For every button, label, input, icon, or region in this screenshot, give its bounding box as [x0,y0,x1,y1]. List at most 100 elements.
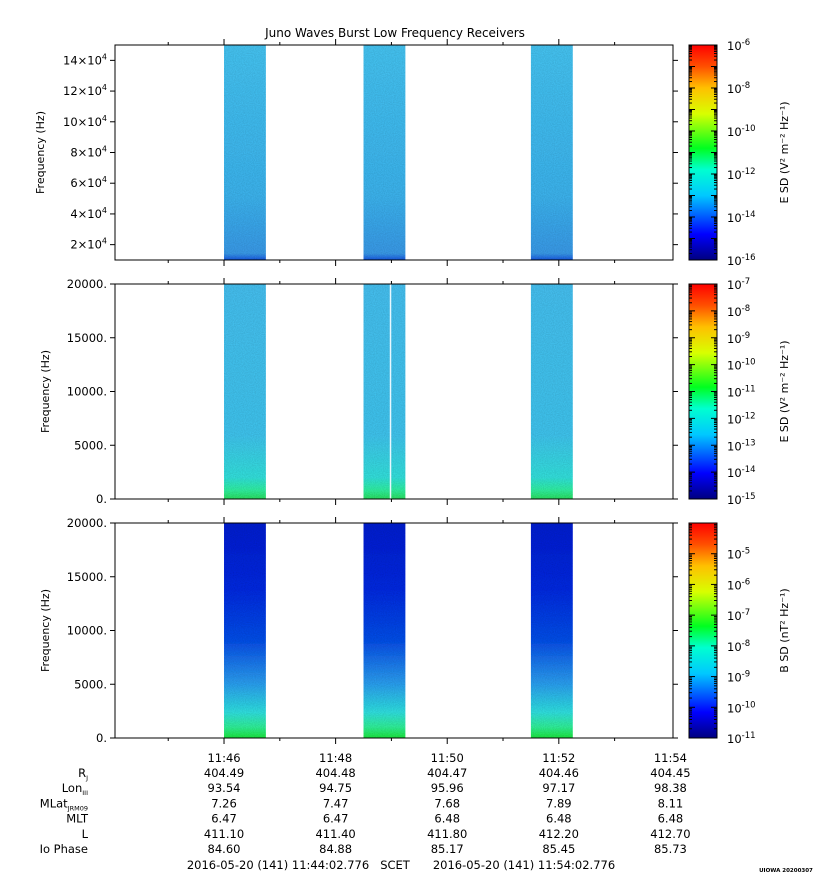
spectrogram-block [224,284,266,499]
spectrogram-block [530,45,573,260]
colorbar-tick-label: 10-10 [727,700,756,715]
colorbar-tick-label: 10-6 [727,577,750,592]
x-tick-label: 11:52 [542,751,575,765]
ephemeris-label: L [82,827,89,841]
footer-stamp: UIOWA 20200307 [759,868,813,874]
ephemeris-value: 404.46 [539,766,579,780]
ephemeris-value: 6.47 [211,812,237,826]
x-tick-label: 11:50 [431,751,464,765]
ephemeris-value: 6.48 [546,812,572,826]
y-tick-label: 0. [96,731,107,745]
footer-end-time: 2016-05-20 (141) 11:54:02.776 [433,858,615,872]
colorbar-tick-label: 10-14 [727,210,756,225]
ephemeris-value: 85.45 [542,842,575,856]
x-tick-label: 11:46 [207,751,240,765]
y-tick-label: 20000. [67,516,107,530]
y-tick-label: 4×104 [70,206,107,221]
colorbar-tick-label: 10-15 [727,492,756,507]
y-axis-label: Frequency (Hz) [39,350,52,433]
y-tick-label: 5000. [74,438,107,452]
ephemeris-value: 404.45 [650,766,690,780]
y-tick-label: 15000. [67,570,107,584]
colorbar-tick-label: 10-5 [727,547,750,562]
ephemeris-value: 411.40 [315,827,355,841]
y-tick-label: 12×104 [63,83,107,98]
x-tick-label: 11:54 [654,751,687,765]
colorbar-tick-label: 10-12 [727,167,756,182]
ephemeris-value: 404.47 [427,766,467,780]
y-tick-label: 15000. [67,331,107,345]
y-axis-label: Frequency (Hz) [34,111,47,194]
colorbar-tick-label: 10-9 [727,670,750,685]
colorbar-tick-label: 10-10 [727,124,756,139]
y-axis-label: Frequency (Hz) [39,589,52,672]
y-tick-label: 6×104 [70,175,107,190]
colorbar-tick-label: 10-8 [727,639,750,654]
panel-3: 20000. 15000. 10000. 5000. 0. Frequency (Hz) 1… [39,516,791,746]
ephemeris-value: 84.88 [319,842,352,856]
ephemeris-value: 93.54 [208,781,241,795]
colorbar-tick-label: 10-9 [727,331,750,346]
colorbar-label: E SD (V² m⁻² Hz⁻¹) [778,340,791,442]
colorbar-tick-label: 10-16 [727,253,756,268]
spectrogram-block [224,523,266,738]
ephemeris-value: 7.68 [434,796,460,810]
ephemeris-value: 97.17 [542,781,575,795]
ephemeris-value: 7.47 [323,796,349,810]
spectrogram-block [363,284,406,499]
ephemeris-value: 6.47 [323,812,349,826]
spectrogram-block [224,45,266,260]
y-tick-label: 5000. [74,677,107,691]
footer-start-time: 2016-05-20 (141) 11:44:02.776 [187,858,369,872]
y-tick-label: 0. [96,492,107,506]
y-tick-label: 14×104 [63,52,107,67]
chart-title: Juno Waves Burst Low Frequency Receivers [264,26,525,40]
colorbar-tick-label: 10-6 [727,38,750,53]
ephemeris-value: 404.49 [204,766,244,780]
ephemeris-value: 8.11 [658,796,684,810]
ephemeris-value: 98.38 [654,781,687,795]
ephemeris-value: 411.10 [204,827,244,841]
colorbar-tick-label: 10-8 [727,304,750,319]
ephemeris-value: 404.48 [315,766,355,780]
y-tick-label: 10000. [67,385,107,399]
colorbar-tick-label: 10-11 [727,385,756,400]
y-tick-label: 20000. [67,277,107,291]
colorbar-tick-label: 10-14 [727,465,756,480]
ephemeris-value: 85.73 [654,842,687,856]
y-tick-label: 2×104 [70,237,107,252]
colorbar-tick-label: 10-8 [727,81,750,96]
ephemeris-value: 412.20 [539,827,579,841]
colorbar-tick-label: 10-13 [727,438,756,453]
footer-scet-label: SCET [380,858,411,872]
panel-1: 2×104 4×104 6×104 8×104 10×104 12×104 14×104 Fr… [34,38,791,268]
spectrogram-block [363,523,406,738]
ephemeris-label: RJ [78,766,88,782]
ephemeris-label: MLatJRM09 [40,796,88,812]
ephemeris-value: 95.96 [431,781,464,795]
ephemeris-label: MLT [66,812,89,826]
colorbar-tick-label: 10-7 [727,277,750,292]
ephemeris-value: 94.75 [319,781,352,795]
ephemeris-value: 411.80 [427,827,467,841]
panel-2: 20000. 15000. 10000. 5000. 0. Frequency (Hz) 1… [39,277,791,507]
ephemeris-value: 6.48 [658,812,684,826]
ephemeris-table: RJ 404.49 404.48 404.47 404.46 404.45 LonIII 93… [40,766,691,856]
colorbar-tick-label: 10-11 [727,731,756,746]
spectrogram-block [363,45,406,260]
ephemeris-value: 6.48 [434,812,460,826]
y-tick-label: 10000. [67,624,107,638]
spectrogram-block [530,523,573,738]
ephemeris-value: 85.17 [431,842,464,856]
ephemeris-label: Io Phase [40,842,88,856]
x-tick-label: 11:48 [319,751,352,765]
colorbar-label: B SD (nT² Hz⁻¹) [778,588,791,672]
y-tick-label: 8×104 [70,145,107,160]
colorbar [688,522,718,739]
ephemeris-value: 84.60 [208,842,241,856]
colorbar-tick-label: 10-7 [727,608,750,623]
ephemeris-value: 7.89 [546,796,572,810]
colorbar-tick-label: 10-12 [727,411,756,426]
time-axis: 11:46 11:48 11:50 11:52 11:54 [207,751,687,765]
